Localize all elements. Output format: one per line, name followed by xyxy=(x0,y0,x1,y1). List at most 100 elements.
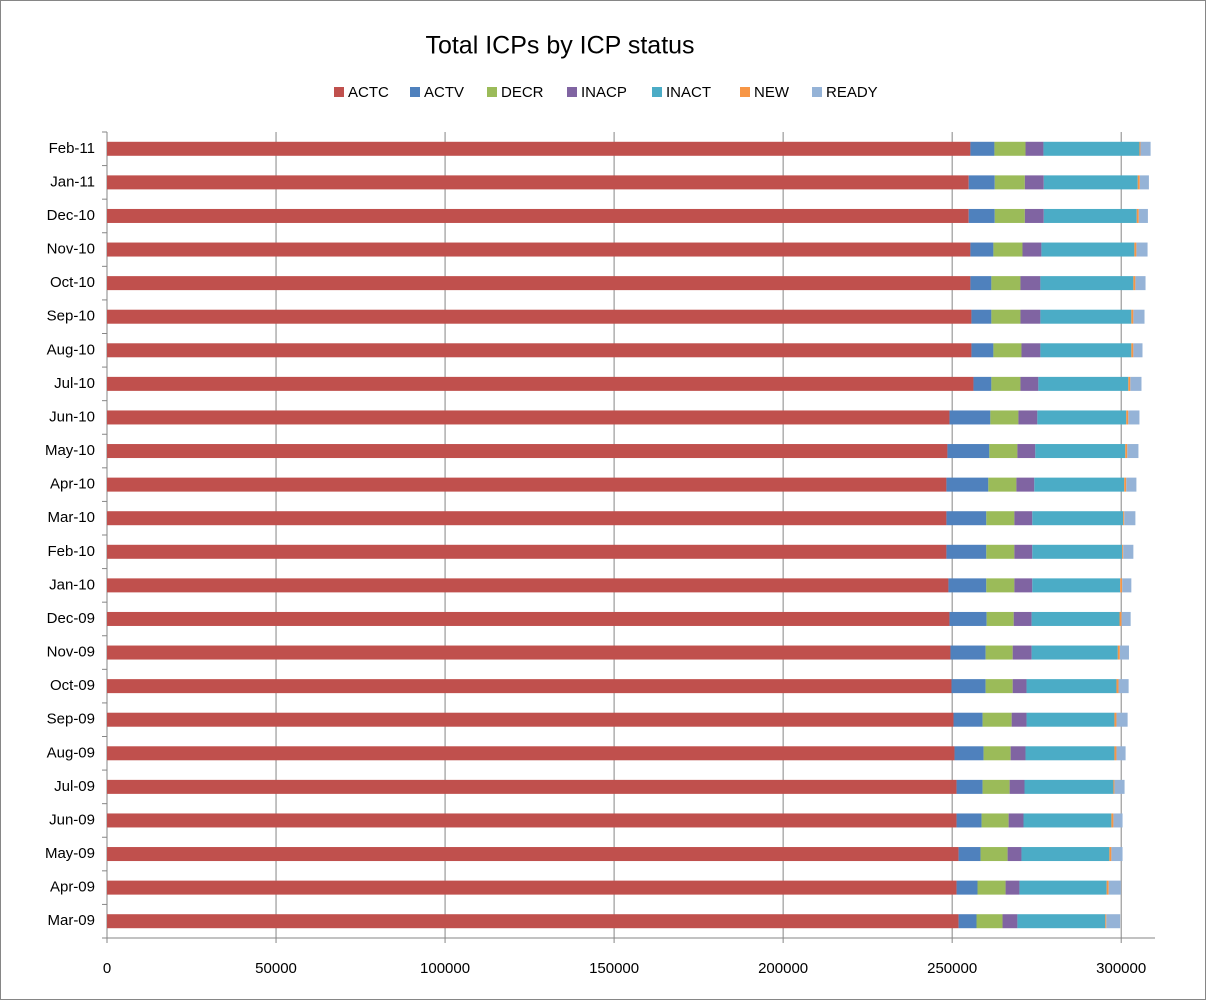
bar-segment xyxy=(1128,410,1140,425)
y-tick-label: Mar-10 xyxy=(47,509,95,526)
bar-segment xyxy=(1014,544,1033,559)
bar-segment xyxy=(977,880,1006,895)
bar-segment xyxy=(1133,343,1143,358)
bar-segment xyxy=(982,779,1010,794)
legend-swatch xyxy=(410,87,420,97)
bar-segment xyxy=(1130,376,1142,391)
bar-segment xyxy=(1037,410,1127,425)
bar-segment xyxy=(1022,242,1042,257)
y-tick-label: Aug-09 xyxy=(47,744,95,761)
bar-segment xyxy=(951,679,986,694)
bar-segment xyxy=(976,914,1003,929)
bar-segment xyxy=(1026,712,1115,727)
bar-segment xyxy=(1024,779,1114,794)
bar-segment xyxy=(1119,645,1129,660)
y-tick-label: Feb-10 xyxy=(47,543,95,560)
y-tick-label: Aug-10 xyxy=(47,341,95,358)
bar-segment xyxy=(956,813,982,828)
bar-segment xyxy=(107,444,948,459)
bar-segment xyxy=(986,611,1014,626)
bar-segment xyxy=(107,477,947,492)
bar-segment xyxy=(986,578,1015,593)
x-tick-label: 0 xyxy=(103,960,111,977)
bar-segment xyxy=(1032,544,1123,559)
bar-segment xyxy=(1002,914,1018,929)
bar-segment xyxy=(1117,645,1120,660)
x-tick-label: 100000 xyxy=(420,960,470,977)
bar-segment xyxy=(1024,175,1044,190)
bar-segment xyxy=(958,847,981,862)
bar-segment xyxy=(953,712,983,727)
y-tick-label: Nov-10 xyxy=(47,241,95,258)
bar-segment xyxy=(1032,511,1124,526)
bar-segment xyxy=(991,309,1021,324)
bar-segment xyxy=(1126,477,1137,492)
bar-segment xyxy=(993,343,1022,358)
bar-segment xyxy=(946,477,989,492)
bar-segment xyxy=(1018,410,1038,425)
bar-segment xyxy=(970,141,995,156)
bar-segment xyxy=(958,914,977,929)
bar-segment xyxy=(1116,712,1128,727)
bar-segment xyxy=(1041,242,1135,257)
legend-swatch xyxy=(740,87,750,97)
bar-segment xyxy=(1043,141,1140,156)
bar-segment xyxy=(956,779,983,794)
bar-segment xyxy=(1135,276,1146,291)
bar-segment xyxy=(1008,813,1024,828)
bar-segment xyxy=(946,511,987,526)
bar-segment xyxy=(107,276,971,291)
legend-swatch xyxy=(812,87,822,97)
bar-segment xyxy=(1014,511,1033,526)
bar-segment xyxy=(1124,477,1127,492)
bar-segment xyxy=(1123,511,1125,526)
bar-segment xyxy=(1131,343,1134,358)
bar-segment xyxy=(1038,376,1129,391)
bar-segment xyxy=(1121,611,1131,626)
bar-segment xyxy=(1122,544,1124,559)
bar-segment xyxy=(1131,309,1134,324)
bar-segment xyxy=(1111,847,1123,862)
bar-segment xyxy=(1114,746,1117,761)
bar-segment xyxy=(1116,746,1126,761)
bar-segment xyxy=(971,309,992,324)
bar-segment xyxy=(107,847,959,862)
bar-segment xyxy=(1025,746,1115,761)
bar-segment xyxy=(994,141,1026,156)
bar-segment xyxy=(1013,611,1032,626)
chart-title: Total ICPs by ICP status xyxy=(425,32,694,60)
bar-segment xyxy=(1119,611,1122,626)
legend-label: INACP xyxy=(581,84,627,101)
y-tick-label: Jul-10 xyxy=(54,375,95,392)
bar-segment xyxy=(1020,309,1041,324)
bar-segment xyxy=(1021,847,1110,862)
bar-segment xyxy=(1025,141,1044,156)
x-tick-label: 150000 xyxy=(589,960,639,977)
bar-segment xyxy=(994,208,1025,223)
bar-segment xyxy=(107,712,954,727)
bar-segment xyxy=(1120,578,1123,593)
bar-segment xyxy=(1035,444,1126,459)
bar-segment xyxy=(1118,679,1129,694)
bar-segment xyxy=(1031,645,1118,660)
bar-segment xyxy=(1140,141,1151,156)
bar-segment xyxy=(107,611,950,626)
bar-segment xyxy=(1007,847,1022,862)
bar-segment xyxy=(1137,175,1140,190)
bar-segment xyxy=(1017,444,1036,459)
y-tick-label: Sep-09 xyxy=(47,711,95,728)
bar-segment xyxy=(1124,511,1136,526)
bar-segment xyxy=(968,208,995,223)
legend-swatch xyxy=(567,87,577,97)
bar-segment xyxy=(988,477,1017,492)
bar-segment xyxy=(947,444,990,459)
bar-segment xyxy=(1023,813,1112,828)
y-tick-label: Oct-09 xyxy=(50,677,95,694)
bar-segment xyxy=(1043,175,1138,190)
bar-segment xyxy=(107,880,957,895)
bar-segment xyxy=(1031,611,1120,626)
bar-segment xyxy=(107,141,971,156)
bar-segment xyxy=(107,645,951,660)
bar-segment xyxy=(1113,813,1123,828)
x-tick-label: 250000 xyxy=(927,960,977,977)
